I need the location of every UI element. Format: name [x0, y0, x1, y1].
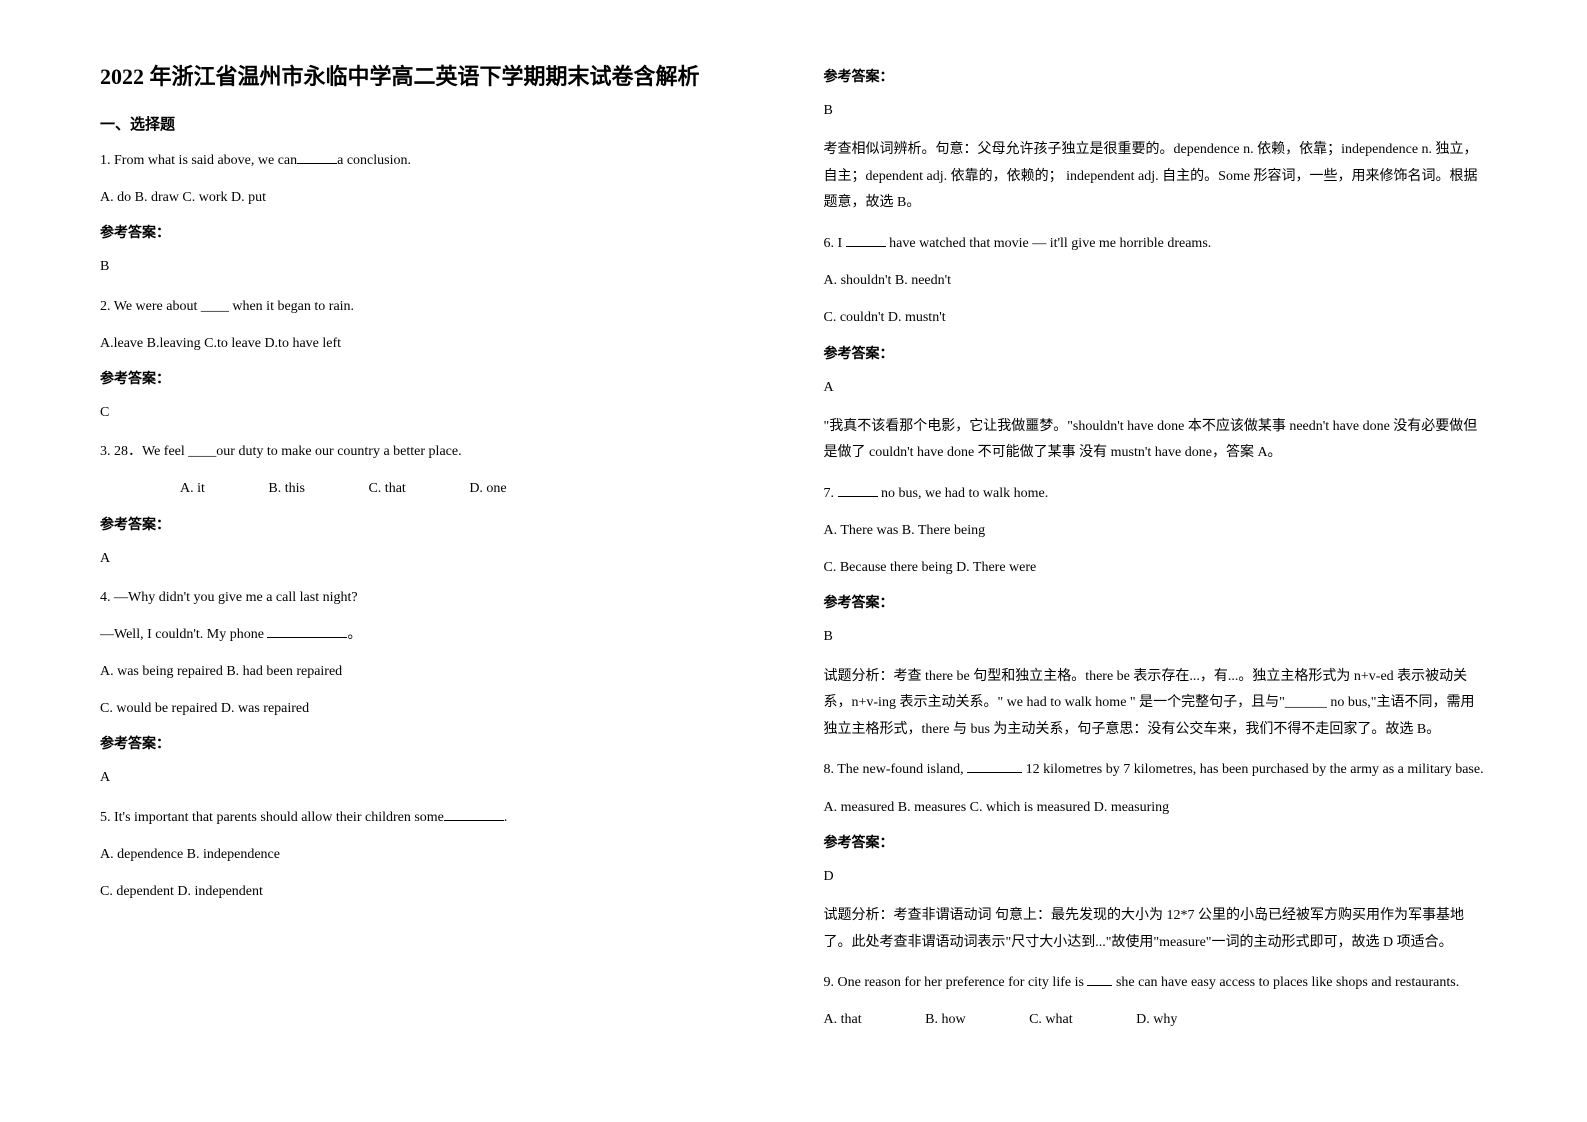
q1-options: A. do B. draw C. work D. put — [100, 185, 764, 210]
q8-answer: D — [824, 864, 1488, 889]
question-4: 4. —Why didn't you give me a call last n… — [100, 585, 764, 610]
q8-text-post: 12 kilometres by 7 kilometres, has been … — [1022, 762, 1483, 777]
page-title: 2022 年浙江省温州市永临中学高二英语下学期期末试卷含解析 — [100, 60, 764, 93]
q5-answer-label: 参考答案： — [824, 66, 1488, 86]
q3-opt-b: B. this — [268, 481, 305, 496]
q5-explanation: 考查相似词辨析。句意：父母允许孩子独立是很重要的。dependence n. 依… — [824, 137, 1488, 217]
q4-text2-pre: —Well, I couldn't. My phone — [100, 627, 267, 642]
q5-text-post: . — [504, 810, 508, 825]
question-1: 1. From what is said above, we can a conc… — [100, 148, 764, 173]
question-6: 6. I have watched that movie — it'll giv… — [824, 231, 1488, 256]
q3-opt-c: C. that — [368, 481, 405, 496]
q1-text-pre: 1. From what is said above, we can — [100, 153, 297, 168]
q1-answer-label: 参考答案： — [100, 222, 764, 242]
q2-answer: C — [100, 400, 764, 425]
q8-answer-label: 参考答案： — [824, 832, 1488, 852]
q5-answer: B — [824, 98, 1488, 123]
q7-options-line1: A. There was B. There being — [824, 518, 1488, 543]
q7-answer: B — [824, 624, 1488, 649]
q7-text-pre: 7. — [824, 486, 838, 501]
q3-opt-d: D. one — [469, 481, 506, 496]
question-7: 7. no bus, we had to walk home. — [824, 481, 1488, 506]
q5-options-line2: C. dependent D. independent — [100, 879, 764, 904]
q5-blank — [444, 820, 504, 821]
q4-answer-label: 参考答案： — [100, 733, 764, 753]
q4-answer: A — [100, 765, 764, 790]
right-column: 参考答案： B 考查相似词辨析。句意：父母允许孩子独立是很重要的。depende… — [824, 60, 1488, 1062]
q8-blank — [967, 772, 1022, 773]
q7-text-post: no bus, we had to walk home. — [878, 486, 1049, 501]
q4-text2-post: 。 — [347, 627, 361, 642]
q4-blank — [267, 637, 347, 638]
q6-options-line2: C. couldn't D. mustn't — [824, 305, 1488, 330]
q9-opt-c: C. what — [1029, 1012, 1073, 1027]
q9-text-pre: 9. One reason for her preference for cit… — [824, 975, 1088, 990]
q3-answer-label: 参考答案： — [100, 514, 764, 534]
q6-answer-label: 参考答案： — [824, 343, 1488, 363]
q3-opt-a: A. it — [180, 481, 205, 496]
q6-answer: A — [824, 375, 1488, 400]
question-5: 5. It's important that parents should al… — [100, 805, 764, 830]
q9-opt-a: A. that — [824, 1012, 862, 1027]
q7-answer-label: 参考答案： — [824, 592, 1488, 612]
question-2: 2. We were about ____ when it began to r… — [100, 294, 764, 319]
q1-text-after: a conclusion. — [337, 153, 411, 168]
section-heading: 一、选择题 — [100, 113, 764, 134]
q1-answer: B — [100, 254, 764, 279]
question-4-line2: —Well, I couldn't. My phone 。 — [100, 622, 764, 647]
q6-options-line1: A. shouldn't B. needn't — [824, 268, 1488, 293]
q1-blank — [297, 163, 337, 164]
q7-explanation: 试题分析：考查 there be 句型和独立主格。there be 表示存在..… — [824, 664, 1488, 744]
q4-options-line2: C. would be repaired D. was repaired — [100, 696, 764, 721]
question-3: 3. 28．We feel ____our duty to make our c… — [100, 439, 764, 464]
q9-blank — [1087, 985, 1112, 986]
q3-options: A. it B. this C. that D. one — [100, 476, 764, 501]
question-8: 8. The new-found island, 12 kilometres b… — [824, 757, 1488, 782]
q9-opt-d: D. why — [1136, 1012, 1177, 1027]
q7-options-line2: C. Because there being D. There were — [824, 555, 1488, 580]
q5-text-pre: 5. It's important that parents should al… — [100, 810, 444, 825]
q4-options-line1: A. was being repaired B. had been repair… — [100, 659, 764, 684]
q2-answer-label: 参考答案： — [100, 368, 764, 388]
q9-opt-b: B. how — [925, 1012, 965, 1027]
q8-text-pre: 8. The new-found island, — [824, 762, 968, 777]
q6-text-post: have watched that movie — it'll give me … — [886, 236, 1212, 251]
q5-options-line1: A. dependence B. independence — [100, 842, 764, 867]
q9-options: A. that B. how C. what D. why — [824, 1007, 1488, 1032]
q7-blank — [838, 496, 878, 497]
q6-blank — [846, 246, 886, 247]
q2-options: A.leave B.leaving C.to leave D.to have l… — [100, 331, 764, 356]
q8-options: A. measured B. measures C. which is meas… — [824, 795, 1488, 820]
left-column: 2022 年浙江省温州市永临中学高二英语下学期期末试卷含解析 一、选择题 1. … — [100, 60, 764, 1062]
question-9: 9. One reason for her preference for cit… — [824, 970, 1488, 995]
q9-text-post: she can have easy access to places like … — [1112, 975, 1459, 990]
q6-explanation: "我真不该看那个电影，它让我做噩梦。"shouldn't have done 本… — [824, 414, 1488, 467]
q8-explanation: 试题分析：考查非谓语动词 句意上：最先发现的大小为 12*7 公里的小岛已经被军… — [824, 903, 1488, 956]
q6-text-pre: 6. I — [824, 236, 846, 251]
q3-answer: A — [100, 546, 764, 571]
